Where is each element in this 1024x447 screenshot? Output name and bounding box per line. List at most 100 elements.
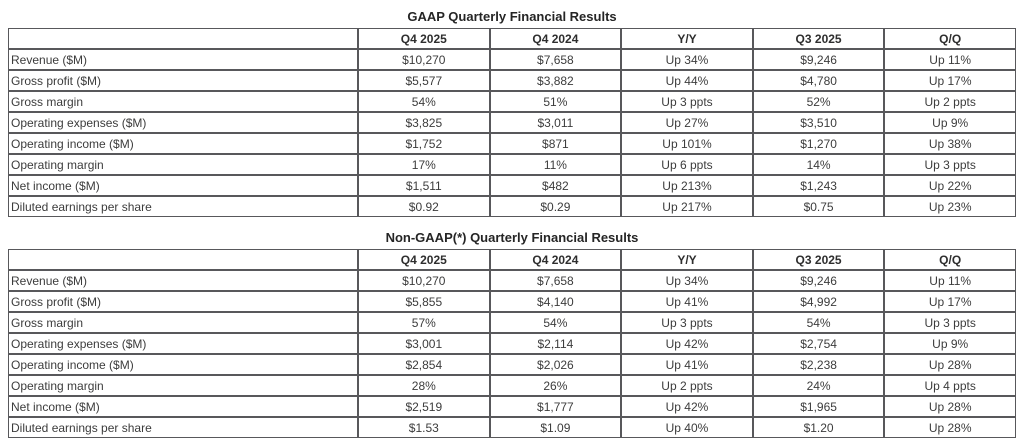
table-cell: $9,246 bbox=[752, 49, 885, 70]
row-label: Diluted earnings per share bbox=[8, 417, 358, 438]
table-cell: $3,882 bbox=[489, 70, 622, 91]
row-label: Net income ($M) bbox=[8, 175, 358, 196]
table-row: Operating expenses ($M) $3,825 $3,011 Up 27… bbox=[8, 112, 1016, 133]
table-cell: 11% bbox=[489, 154, 622, 175]
table-cell: $3,510 bbox=[752, 112, 885, 133]
header-row: Q4 2025 Q4 2024 Y/Y Q3 2025 Q/Q bbox=[8, 28, 1016, 49]
table-row: Operating income ($M) $2,854 $2,026 Up 41% $… bbox=[8, 354, 1016, 375]
row-label: Revenue ($M) bbox=[8, 49, 358, 70]
row-label: Net income ($M) bbox=[8, 396, 358, 417]
non-gaap-table-title: Non-GAAP(*) Quarterly Financial Results bbox=[385, 230, 639, 245]
table-row: Diluted earnings per share $0.92 $0.29 Up 2… bbox=[8, 196, 1016, 217]
table-cell: $1.20 bbox=[752, 417, 885, 438]
table-row: Net income ($M) $2,519 $1,777 Up 42% $1,965 U… bbox=[8, 396, 1016, 417]
table-cell: $1,752 bbox=[358, 133, 490, 154]
table-cell: $1,511 bbox=[358, 175, 490, 196]
table-cell: Up 34% bbox=[621, 270, 753, 291]
table-cell: Up 3 ppts bbox=[884, 154, 1016, 175]
table-cell: $1,777 bbox=[489, 396, 622, 417]
table-cell: 54% bbox=[489, 312, 622, 333]
table-cell: 54% bbox=[358, 91, 490, 112]
non-gaap-results-table: Q4 2025 Q4 2024 Y/Y Q3 2025 Q/Q Revenue ($M) $… bbox=[8, 249, 1016, 438]
column-header: Q4 2024 bbox=[489, 249, 622, 270]
table-cell: 24% bbox=[752, 375, 885, 396]
table-row: Gross profit ($M) $5,577 $3,882 Up 44% $4,78… bbox=[8, 70, 1016, 91]
table-cell: $4,992 bbox=[752, 291, 885, 312]
row-label: Operating margin bbox=[8, 375, 358, 396]
row-label: Operating expenses ($M) bbox=[8, 112, 358, 133]
table-row: Net income ($M) $1,511 $482 Up 213% $1,243 Up… bbox=[8, 175, 1016, 196]
row-label: Gross profit ($M) bbox=[8, 70, 358, 91]
table-cell: Up 41% bbox=[621, 291, 753, 312]
row-label: Operating expenses ($M) bbox=[8, 333, 358, 354]
table-cell: $4,140 bbox=[489, 291, 622, 312]
table-cell: $10,270 bbox=[358, 270, 490, 291]
row-label: Operating income ($M) bbox=[8, 133, 358, 154]
table-cell: Up 11% bbox=[884, 270, 1016, 291]
column-header: Y/Y bbox=[621, 249, 753, 270]
financial-results-page: GAAP Quarterly Financial Results Q4 2025… bbox=[8, 9, 1016, 438]
row-label-header bbox=[8, 28, 358, 49]
table-cell: $5,577 bbox=[358, 70, 490, 91]
table-cell: $1,965 bbox=[752, 396, 885, 417]
table-row: Operating margin 28% 26% Up 2 ppts 24% Up 4 p… bbox=[8, 375, 1016, 396]
table-cell: $5,855 bbox=[358, 291, 490, 312]
table-cell: Up 38% bbox=[884, 133, 1016, 154]
table-cell: Up 213% bbox=[621, 175, 753, 196]
gaap-table-title: GAAP Quarterly Financial Results bbox=[407, 9, 617, 24]
table-cell: 26% bbox=[489, 375, 622, 396]
table-cell: Up 9% bbox=[884, 112, 1016, 133]
table-cell: Up 217% bbox=[621, 196, 753, 217]
table-row: Revenue ($M) $10,270 $7,658 Up 34% $9,246 Up … bbox=[8, 270, 1016, 291]
table-cell: 51% bbox=[489, 91, 622, 112]
table-cell: Up 42% bbox=[621, 333, 753, 354]
table-cell: Up 9% bbox=[884, 333, 1016, 354]
table-cell: Up 27% bbox=[621, 112, 753, 133]
table-cell: Up 101% bbox=[621, 133, 753, 154]
table-cell: $3,011 bbox=[489, 112, 622, 133]
table-cell: Up 42% bbox=[621, 396, 753, 417]
table-cell: $2,754 bbox=[752, 333, 885, 354]
table-cell: $7,658 bbox=[489, 49, 622, 70]
header-row: Q4 2025 Q4 2024 Y/Y Q3 2025 Q/Q bbox=[8, 249, 1016, 270]
table-cell: 52% bbox=[752, 91, 885, 112]
table-cell: Up 3 ppts bbox=[884, 312, 1016, 333]
table-row: Operating margin 17% 11% Up 6 ppts 14% Up 3 p… bbox=[8, 154, 1016, 175]
table-cell: Up 17% bbox=[884, 291, 1016, 312]
table-cell: Up 28% bbox=[884, 396, 1016, 417]
table-cell: $2,114 bbox=[489, 333, 622, 354]
row-label-header bbox=[8, 249, 358, 270]
table-cell: $2,854 bbox=[358, 354, 490, 375]
column-header: Q/Q bbox=[884, 28, 1016, 49]
table-cell: $9,246 bbox=[752, 270, 885, 291]
table-cell: $1.53 bbox=[358, 417, 490, 438]
table-row: Revenue ($M) $10,270 $7,658 Up 34% $9,246 Up … bbox=[8, 49, 1016, 70]
table-cell: Up 4 ppts bbox=[884, 375, 1016, 396]
row-label: Diluted earnings per share bbox=[8, 196, 358, 217]
table-cell: Up 3 ppts bbox=[621, 91, 753, 112]
table-row: Gross margin 57% 54% Up 3 ppts 54% Up 3 ppts bbox=[8, 312, 1016, 333]
table-cell: $7,658 bbox=[489, 270, 622, 291]
table-cell: $0.29 bbox=[489, 196, 622, 217]
table-cell: $2,026 bbox=[489, 354, 622, 375]
table-cell: $871 bbox=[489, 133, 622, 154]
table-cell: $3,001 bbox=[358, 333, 490, 354]
table-cell: $1,270 bbox=[752, 133, 885, 154]
table-cell: Up 34% bbox=[621, 49, 753, 70]
table-cell: Up 28% bbox=[884, 354, 1016, 375]
table-cell: $2,238 bbox=[752, 354, 885, 375]
table-cell: Up 17% bbox=[884, 70, 1016, 91]
column-header: Q4 2025 bbox=[358, 249, 490, 270]
table-cell: 57% bbox=[358, 312, 490, 333]
table-cell: Up 23% bbox=[884, 196, 1016, 217]
table-cell: 17% bbox=[358, 154, 490, 175]
table-cell: Up 41% bbox=[621, 354, 753, 375]
table-cell: Up 2 ppts bbox=[621, 375, 753, 396]
table-row: Gross margin 54% 51% Up 3 ppts 52% Up 2 ppts bbox=[8, 91, 1016, 112]
non-gaap-results-section: Non-GAAP(*) Quarterly Financial Results … bbox=[8, 217, 1016, 438]
table-cell: Up 40% bbox=[621, 417, 753, 438]
table-cell: 28% bbox=[358, 375, 490, 396]
column-header: Y/Y bbox=[621, 28, 753, 49]
table-cell: 54% bbox=[752, 312, 885, 333]
table-row: Operating income ($M) $1,752 $871 Up 101% $1… bbox=[8, 133, 1016, 154]
